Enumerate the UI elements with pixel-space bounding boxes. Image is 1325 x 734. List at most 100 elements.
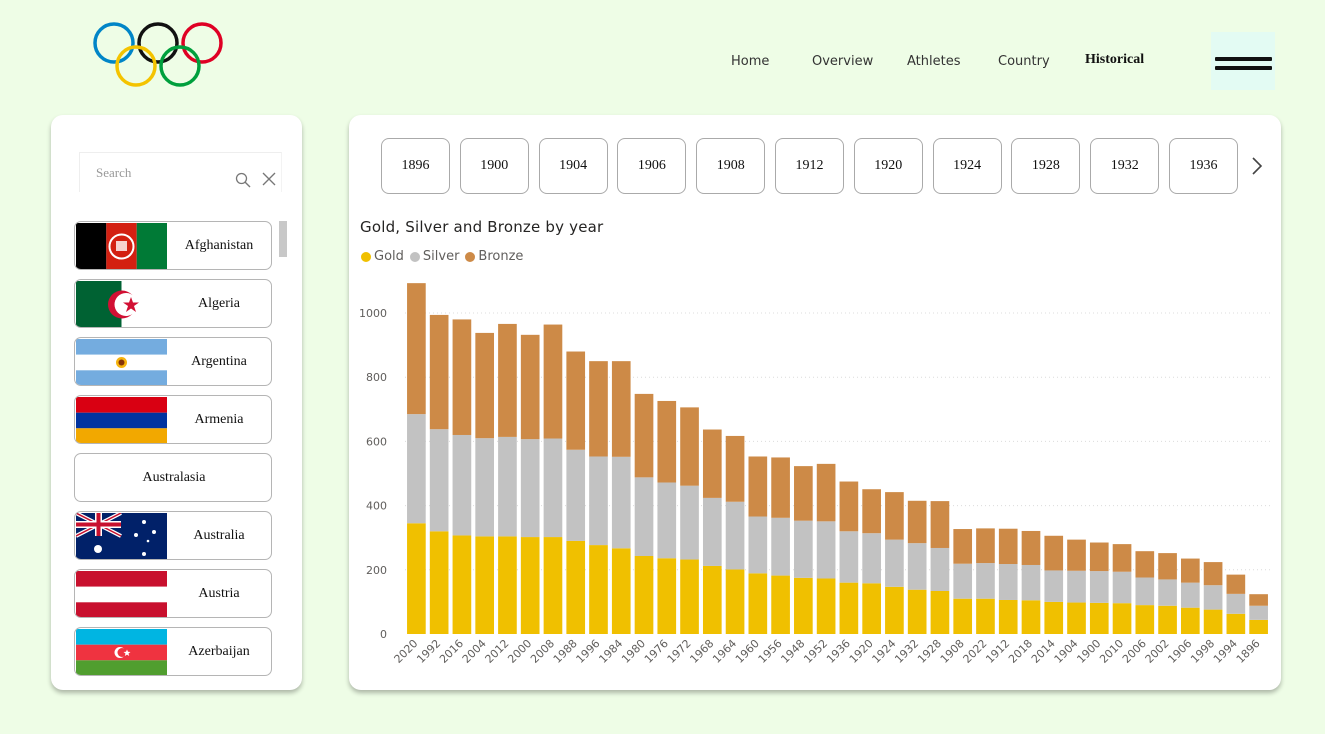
bar-bronze-1948[interactable] <box>794 466 813 521</box>
year-button-1904[interactable]: 1904 <box>538 138 608 194</box>
nav-country[interactable]: Country <box>998 54 1050 69</box>
bar-silver-1896[interactable] <box>1249 605 1268 620</box>
bar-bronze-1996[interactable] <box>589 361 608 457</box>
bar-gold-2022[interactable] <box>976 598 995 634</box>
bar-bronze-1924[interactable] <box>885 492 904 540</box>
bar-silver-1988[interactable] <box>566 449 586 541</box>
bar-silver-2006[interactable] <box>1135 577 1155 606</box>
bar-gold-2006[interactable] <box>1135 605 1155 634</box>
bar-gold-1928[interactable] <box>930 590 950 634</box>
bar-bronze-2022[interactable] <box>976 528 995 564</box>
country-item-azerbaijan[interactable]: Azerbaijan <box>74 627 272 676</box>
bar-silver-2002[interactable] <box>1158 579 1177 606</box>
nav-historical[interactable]: Historical <box>1085 52 1145 67</box>
year-button-1920[interactable]: 1920 <box>853 138 923 194</box>
bar-gold-2014[interactable] <box>1044 601 1064 634</box>
bar-bronze-2016[interactable] <box>452 319 472 435</box>
bar-silver-1906[interactable] <box>1180 582 1200 608</box>
bar-gold-1900[interactable] <box>1089 602 1109 634</box>
chevron-right-icon[interactable] <box>1250 155 1264 177</box>
bar-bronze-2014[interactable] <box>1044 535 1064 571</box>
nav-home[interactable]: Home <box>731 54 770 69</box>
bar-bronze-2008[interactable] <box>543 324 563 439</box>
country-item-afghanistan[interactable]: Afghanistan <box>74 221 272 270</box>
bar-silver-1964[interactable] <box>725 501 745 570</box>
bar-silver-1920[interactable] <box>862 533 881 584</box>
bar-bronze-1992[interactable] <box>429 314 449 430</box>
year-button-1900[interactable]: 1900 <box>459 138 529 194</box>
bar-gold-2002[interactable] <box>1158 605 1177 634</box>
year-button-1936[interactable]: 1936 <box>1169 138 1238 194</box>
bar-bronze-2000[interactable] <box>520 334 540 440</box>
legend-item-bronze[interactable]: Bronze <box>465 249 523 264</box>
bar-bronze-1980[interactable] <box>634 393 654 478</box>
bar-silver-1956[interactable] <box>771 517 790 576</box>
bar-silver-2014[interactable] <box>1044 570 1064 602</box>
bar-silver-2016[interactable] <box>452 434 472 536</box>
bar-bronze-1936[interactable] <box>839 481 859 532</box>
bar-gold-1956[interactable] <box>771 575 790 634</box>
bar-silver-1900[interactable] <box>1089 571 1109 603</box>
hamburger-menu-button[interactable] <box>1211 32 1275 90</box>
bar-bronze-1952[interactable] <box>816 463 836 522</box>
bar-gold-1988[interactable] <box>566 540 586 634</box>
bar-gold-1924[interactable] <box>885 586 904 634</box>
bar-silver-1998[interactable] <box>1203 585 1223 610</box>
year-button-1896[interactable]: 1896 <box>381 138 450 194</box>
bar-silver-1948[interactable] <box>794 520 813 578</box>
bar-silver-1912[interactable] <box>998 564 1018 600</box>
bar-bronze-1960[interactable] <box>748 456 768 517</box>
bar-silver-1994[interactable] <box>1226 593 1246 614</box>
bar-gold-1896[interactable] <box>1249 619 1268 634</box>
bar-bronze-2020[interactable] <box>407 283 426 415</box>
bar-bronze-2004[interactable] <box>475 332 495 439</box>
bar-bronze-1932[interactable] <box>907 500 927 544</box>
bar-bronze-2012[interactable] <box>498 323 517 437</box>
bar-silver-1908[interactable] <box>953 563 973 599</box>
bar-silver-1972[interactable] <box>680 485 699 560</box>
year-button-1912[interactable]: 1912 <box>775 138 844 194</box>
bar-gold-1948[interactable] <box>794 577 813 634</box>
bar-gold-1980[interactable] <box>634 555 654 634</box>
close-icon[interactable] <box>262 172 276 186</box>
bar-bronze-1998[interactable] <box>1203 562 1223 586</box>
country-item-austria[interactable]: Austria <box>74 569 272 618</box>
bar-bronze-1956[interactable] <box>771 457 790 518</box>
bar-bronze-2002[interactable] <box>1158 553 1177 580</box>
bar-silver-1996[interactable] <box>589 456 608 546</box>
country-item-australasia[interactable]: Australasia <box>74 453 272 502</box>
bar-gold-1936[interactable] <box>839 582 859 634</box>
bar-silver-1976[interactable] <box>657 482 677 559</box>
bar-gold-1984[interactable] <box>611 548 631 634</box>
bar-bronze-2006[interactable] <box>1135 551 1155 578</box>
bar-gold-1998[interactable] <box>1203 609 1223 634</box>
bar-silver-1980[interactable] <box>634 477 654 556</box>
bar-bronze-1994[interactable] <box>1226 574 1246 594</box>
nav-overview[interactable]: Overview <box>812 54 874 69</box>
bar-gold-1952[interactable] <box>816 578 836 634</box>
country-item-armenia[interactable]: Armenia <box>74 395 272 444</box>
year-button-1908[interactable]: 1908 <box>696 138 766 194</box>
bar-bronze-1912[interactable] <box>998 528 1018 565</box>
bar-silver-1904[interactable] <box>1067 570 1086 603</box>
bar-silver-1952[interactable] <box>816 521 836 579</box>
bar-silver-1968[interactable] <box>702 497 722 566</box>
bar-gold-1906[interactable] <box>1180 607 1200 634</box>
bar-silver-2020[interactable] <box>407 414 426 524</box>
bar-bronze-1976[interactable] <box>657 400 677 483</box>
bar-gold-1920[interactable] <box>862 583 881 634</box>
bar-gold-1960[interactable] <box>748 573 768 634</box>
bar-silver-1936[interactable] <box>839 531 859 583</box>
bar-bronze-1968[interactable] <box>702 429 722 498</box>
legend-item-silver[interactable]: Silver <box>409 249 459 264</box>
bar-gold-1964[interactable] <box>725 569 745 634</box>
bar-gold-1932[interactable] <box>907 589 927 634</box>
bar-silver-2018[interactable] <box>1021 564 1041 601</box>
list-scrollbar[interactable] <box>279 221 287 257</box>
bar-bronze-1908[interactable] <box>953 529 973 564</box>
bar-bronze-1920[interactable] <box>862 489 881 534</box>
bar-gold-1976[interactable] <box>657 558 677 634</box>
search-icon[interactable] <box>235 172 251 188</box>
legend-item-gold[interactable]: Gold <box>361 249 404 264</box>
bar-bronze-1906[interactable] <box>1180 558 1200 583</box>
